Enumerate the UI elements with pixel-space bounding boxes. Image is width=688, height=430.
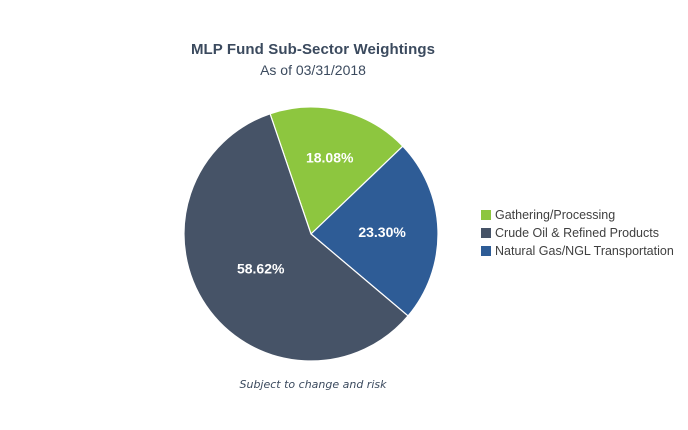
chart-title: MLP Fund Sub-Sector Weightings: [190, 41, 436, 58]
pie-label-crude-oil-refined-products: 58.62%: [237, 260, 285, 276]
chart-footnote: Subject to change and risk: [239, 378, 387, 391]
legend-item-crude-oil: Crude Oil & Refined Products: [481, 224, 674, 242]
pie-label-natural-gas-ngl-transportation: 23.30%: [358, 224, 406, 240]
legend-label-crude-oil: Crude Oil & Refined Products: [495, 226, 659, 240]
legend-label-gathering-processing: Gathering/Processing: [495, 208, 616, 222]
legend-item-gathering-processing: Gathering/Processing: [481, 206, 674, 224]
pie-slice-natural-gas-ngl-transportation: [310, 145, 439, 317]
legend-swatch-gathering-processing: [481, 210, 491, 220]
legend-label-natural-gas: Natural Gas/NGL Transportation: [495, 244, 674, 258]
pie-label-gathering-processing: 18.08%: [306, 150, 354, 166]
chart-subtitle: As of 03/31/2018: [260, 62, 366, 78]
chart-legend: Gathering/Processing Crude Oil & Refined…: [481, 206, 674, 260]
pie-slice-crude-oil-refined-products: [183, 113, 409, 362]
legend-swatch-crude-oil: [481, 228, 491, 238]
legend-item-natural-gas: Natural Gas/NGL Transportation: [481, 242, 674, 260]
legend-swatch-natural-gas: [481, 246, 491, 256]
pie-slice-gathering-processing: [269, 106, 404, 235]
